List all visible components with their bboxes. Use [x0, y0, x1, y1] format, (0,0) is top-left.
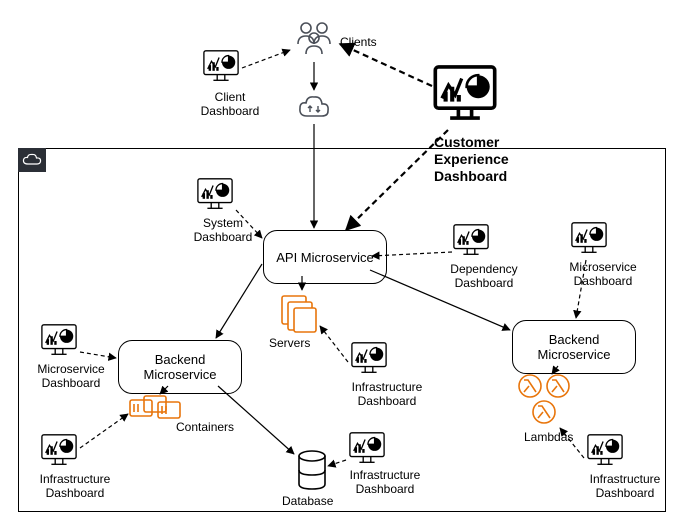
node-api-microservice: API Microservice: [263, 230, 387, 284]
monitor-dependency-dashboard: [452, 222, 490, 265]
monitor-system-dashboard: [196, 176, 234, 219]
label-client-dashboard: Client Dashboard: [195, 90, 265, 119]
node-label: Backend Microservice: [521, 332, 627, 362]
monitor-infrastructure-dashboard-right: [586, 432, 624, 475]
node-backend-right: Backend Microservice: [512, 320, 636, 374]
node-label: Backend Microservice: [127, 352, 233, 382]
servers-icon: [276, 290, 320, 339]
label-infrastructure-dashboard-right: Infrastructure Dashboard: [580, 472, 670, 501]
label-clients: Clients: [340, 35, 377, 49]
monitor-microservice-dashboard-right: [570, 220, 608, 263]
monitor-infrastructure-dashboard-center2: [350, 340, 388, 383]
edge-d-cust-cli: [340, 44, 432, 86]
label-microservice-dashboard-right: Microservice Dashboard: [562, 260, 644, 289]
containers-icon: [128, 394, 182, 427]
monitor-infrastructure-dashboard-left: [40, 432, 78, 475]
monitor-infrastructure-dashboard-center: [348, 430, 386, 473]
cloud-icon-box: [18, 148, 46, 172]
clients-icon: [292, 18, 336, 67]
node-backend-left: Backend Microservice: [118, 340, 242, 394]
node-label: API Microservice: [276, 250, 374, 265]
label-dependency-dashboard: Dependency Dashboard: [444, 262, 524, 291]
label-customer-experience-dashboard: Customer Experience Dashboard: [434, 134, 509, 184]
cloud-sync-icon: [297, 94, 331, 129]
label-infrastructure-dashboard-center2: Infrastructure Dashboard: [342, 380, 432, 409]
database-icon: [296, 450, 328, 497]
label-system-dashboard: System Dashboard: [188, 216, 258, 245]
monitor-customer-experience: [432, 62, 498, 133]
label-microservice-dashboard-left: Microservice Dashboard: [30, 362, 112, 391]
edge-d-clientdash: [242, 50, 290, 68]
label-containers: Containers: [176, 420, 234, 434]
monitor-client-dashboard: [202, 48, 240, 91]
monitor-microservice-dashboard-left: [40, 322, 78, 365]
label-infrastructure-dashboard-left: Infrastructure Dashboard: [30, 472, 120, 501]
lambdas-icon: [514, 372, 576, 433]
